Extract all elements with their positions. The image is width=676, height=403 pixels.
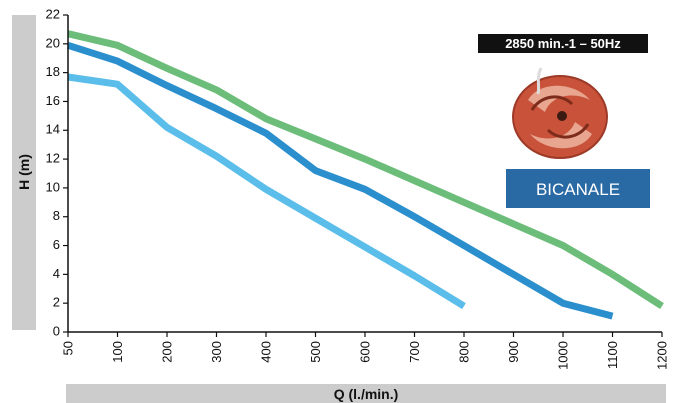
x-tick-label-200: 200 bbox=[159, 341, 174, 363]
y-tick-label-22: 22 bbox=[46, 6, 60, 21]
x-tick-label-800: 800 bbox=[456, 341, 471, 363]
x-tick-label-100: 100 bbox=[110, 341, 125, 363]
x-tick-label-300: 300 bbox=[209, 341, 224, 363]
y-tick-label-20: 20 bbox=[46, 35, 60, 50]
series-line-3 bbox=[67, 73, 466, 310]
x-tick-label-1000: 1000 bbox=[555, 341, 570, 370]
type-tag-label: BICANALE bbox=[536, 180, 620, 199]
y-tick-label-0: 0 bbox=[53, 323, 60, 338]
speed-badge-label: 2850 min.-1 – 50Hz bbox=[505, 36, 621, 51]
x-tick-label-700: 700 bbox=[407, 341, 422, 363]
x-axis-title: Q (l./min.) bbox=[334, 386, 399, 402]
y-tick-label-6: 6 bbox=[53, 237, 60, 252]
x-tick-label-500: 500 bbox=[308, 341, 323, 363]
y-tick-label-12: 12 bbox=[46, 151, 60, 166]
x-tick-label-900: 900 bbox=[506, 341, 521, 363]
y-axis-title-band bbox=[12, 15, 36, 330]
y-tick-label-18: 18 bbox=[46, 64, 60, 79]
y-tick-label-8: 8 bbox=[53, 208, 60, 223]
y-axis-title: H (m) bbox=[16, 154, 32, 190]
y-tick-label-2: 2 bbox=[53, 295, 60, 310]
y-tick-label-14: 14 bbox=[46, 122, 60, 137]
series-line-2 bbox=[66, 41, 614, 320]
x-tick-label-600: 600 bbox=[357, 341, 372, 363]
y-tick-label-4: 4 bbox=[53, 266, 60, 281]
y-axis: 0 2 4 6 8 10 12 14 16 18 20 22 bbox=[46, 6, 69, 338]
x-tick-label-1200: 1200 bbox=[654, 341, 669, 370]
y-tick-label-16: 16 bbox=[46, 93, 60, 108]
x-tick-label-50: 50 bbox=[60, 341, 75, 355]
x-tick-label-400: 400 bbox=[258, 341, 273, 363]
y-tick-label-10: 10 bbox=[46, 179, 60, 194]
x-axis: 50 100 200 300 400 500 600 700 800 900 1000 1100 120… bbox=[60, 331, 669, 370]
x-tick-label-1100: 1100 bbox=[605, 341, 620, 369]
speed-badge: 2850 min.-1 – 50Hz bbox=[478, 34, 648, 53]
plot-area bbox=[66, 30, 664, 320]
impeller-icon bbox=[512, 67, 608, 159]
series-line-1 bbox=[67, 30, 664, 310]
type-tag: BICANALE bbox=[506, 169, 650, 208]
x-axis-title-band bbox=[66, 384, 666, 403]
